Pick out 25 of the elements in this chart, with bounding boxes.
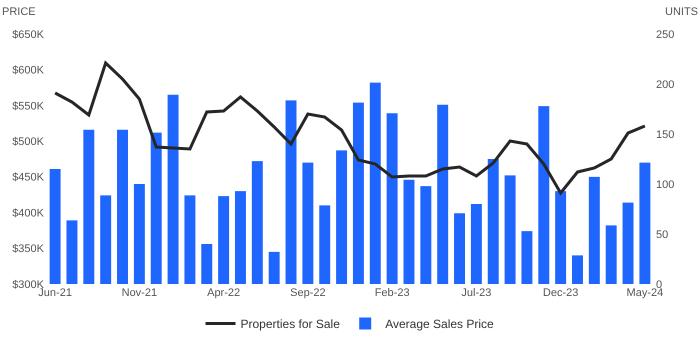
y-axis-title: PRICE [2, 6, 36, 18]
y2-tick-label: 50 [656, 228, 668, 241]
x-tick-label: May-24 [626, 287, 664, 299]
y2-tick-label: 100 [656, 178, 674, 191]
x-tick-label: Nov-21 [122, 287, 158, 299]
y2-tick-label: 250 [656, 28, 674, 41]
y-tick-label: $550K [12, 100, 45, 112]
y2-axis-title: UNITS [665, 6, 698, 18]
y2-tick-label: 150 [656, 128, 674, 141]
y-tick-label: $350K [12, 243, 45, 256]
y-tick-label: $450K [12, 172, 45, 184]
x-tick-label: Feb-23 [374, 287, 410, 299]
y-tick-label: $500K [12, 136, 45, 148]
legend-label: Average Sales Price [385, 317, 494, 332]
line-series [54, 62, 646, 194]
x-tick-label: Jun-21 [38, 287, 72, 299]
x-tick-label: Apr-22 [207, 287, 240, 299]
y2-tick-label: 200 [656, 78, 674, 91]
legend-label: Properties for Sale [240, 317, 340, 332]
y-tick-label: $600K [12, 64, 45, 77]
x-tick-label: Dec-23 [542, 287, 578, 299]
x-tick-label: Sep-22 [290, 287, 326, 299]
x-tick-label: Jul-23 [461, 287, 492, 299]
y-tick-label: $400K [12, 207, 45, 220]
y-tick-label: $650K [12, 28, 45, 41]
